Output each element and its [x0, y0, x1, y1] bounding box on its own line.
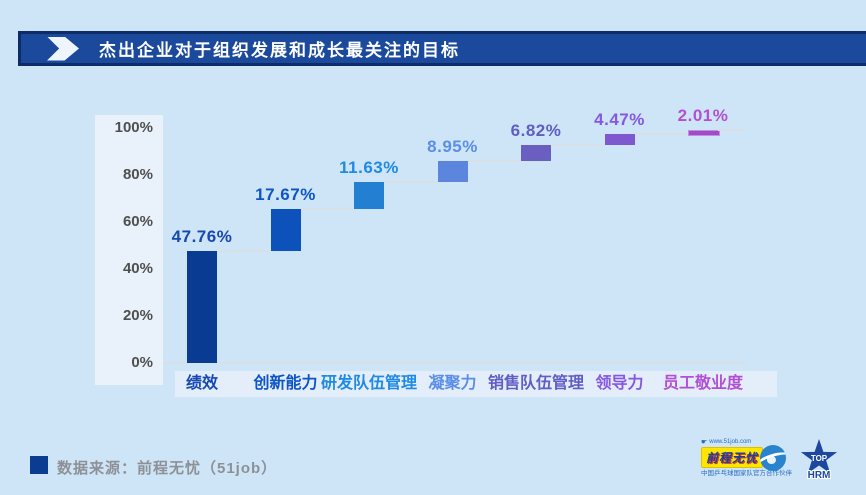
- waterfall-bar: [604, 134, 635, 145]
- waterfall-connector: [467, 159, 521, 162]
- logo-tophrm: TOP HRM: [796, 438, 844, 491]
- category-label: 创新能力: [253, 375, 318, 392]
- bar-value-label: 8.95%: [427, 136, 478, 156]
- waterfall-connector: [384, 180, 438, 183]
- category-label: 员工敬业度: [662, 375, 744, 392]
- waterfall-bar: [688, 129, 720, 137]
- waterfall-bar: [521, 144, 551, 161]
- title-bar: 杰出企业对于组织发展和成长最关注的目标: [18, 31, 866, 66]
- waterfall-bar: [270, 209, 301, 251]
- logo-51job-partner-text: 中国乒乓球国家队官方合作伙伴: [701, 470, 792, 477]
- globe-logo-icon: [760, 445, 786, 471]
- waterfall-bar: [187, 250, 217, 363]
- data-source-text: 数据来源：前程无忧（51job）: [57, 460, 278, 477]
- tophrm-text-hrm: HRM: [808, 470, 831, 481]
- category-label: 研发队伍管理: [320, 375, 418, 392]
- tophrm-star-icon: TOP HRM: [800, 439, 838, 482]
- waterfall-connector: [718, 128, 745, 131]
- logo-51job: ☛ www.51job.com 前程无忧 中国乒乓球国家队官方合作伙伴: [701, 439, 792, 478]
- hand-cursor-icon: ☛: [701, 439, 708, 446]
- category-label: 销售队伍管理: [487, 375, 585, 392]
- bar-value-label: 11.63%: [339, 157, 399, 177]
- bar-value-label: 6.82%: [510, 120, 562, 140]
- category-label: 领导力: [595, 375, 644, 392]
- bar-value-label: 17.67%: [255, 185, 316, 205]
- category-label: 凝聚力: [428, 375, 477, 392]
- legend-square-icon: [30, 456, 48, 474]
- x-axis-strip: [175, 371, 777, 397]
- y-tick-label: 40%: [122, 260, 153, 277]
- category-label: 绩效: [185, 375, 219, 392]
- y-tick-label: 80%: [122, 166, 153, 183]
- logo-51job-wordmark: 前程无忧: [701, 447, 763, 468]
- logo-51job-url-text: www.51job.com: [709, 439, 752, 445]
- page-title: 杰出企业对于组织发展和成长最关注的目标: [99, 41, 460, 60]
- waterfall-bar: [437, 160, 468, 182]
- waterfall-connector: [300, 208, 354, 211]
- y-tick-label: 20%: [122, 307, 153, 324]
- y-tick-label: 100%: [114, 119, 153, 136]
- waterfall-bar: [354, 181, 384, 210]
- zero-baseline: [163, 362, 745, 364]
- waterfall-connector: [551, 143, 605, 146]
- tophrm-text-top: TOP: [811, 454, 828, 463]
- bar-value-label: 47.76%: [171, 226, 233, 246]
- bar-value-label: 2.01%: [677, 105, 729, 125]
- waterfall-connector: [217, 249, 271, 252]
- waterfall-connector: [634, 133, 688, 136]
- logo-51job-url: ☛ www.51job.com: [701, 439, 763, 446]
- bar-value-label: 4.47%: [594, 110, 645, 130]
- y-tick-label: 60%: [122, 213, 153, 230]
- y-axis-panel: [95, 115, 163, 385]
- y-tick-label: 0%: [131, 354, 153, 371]
